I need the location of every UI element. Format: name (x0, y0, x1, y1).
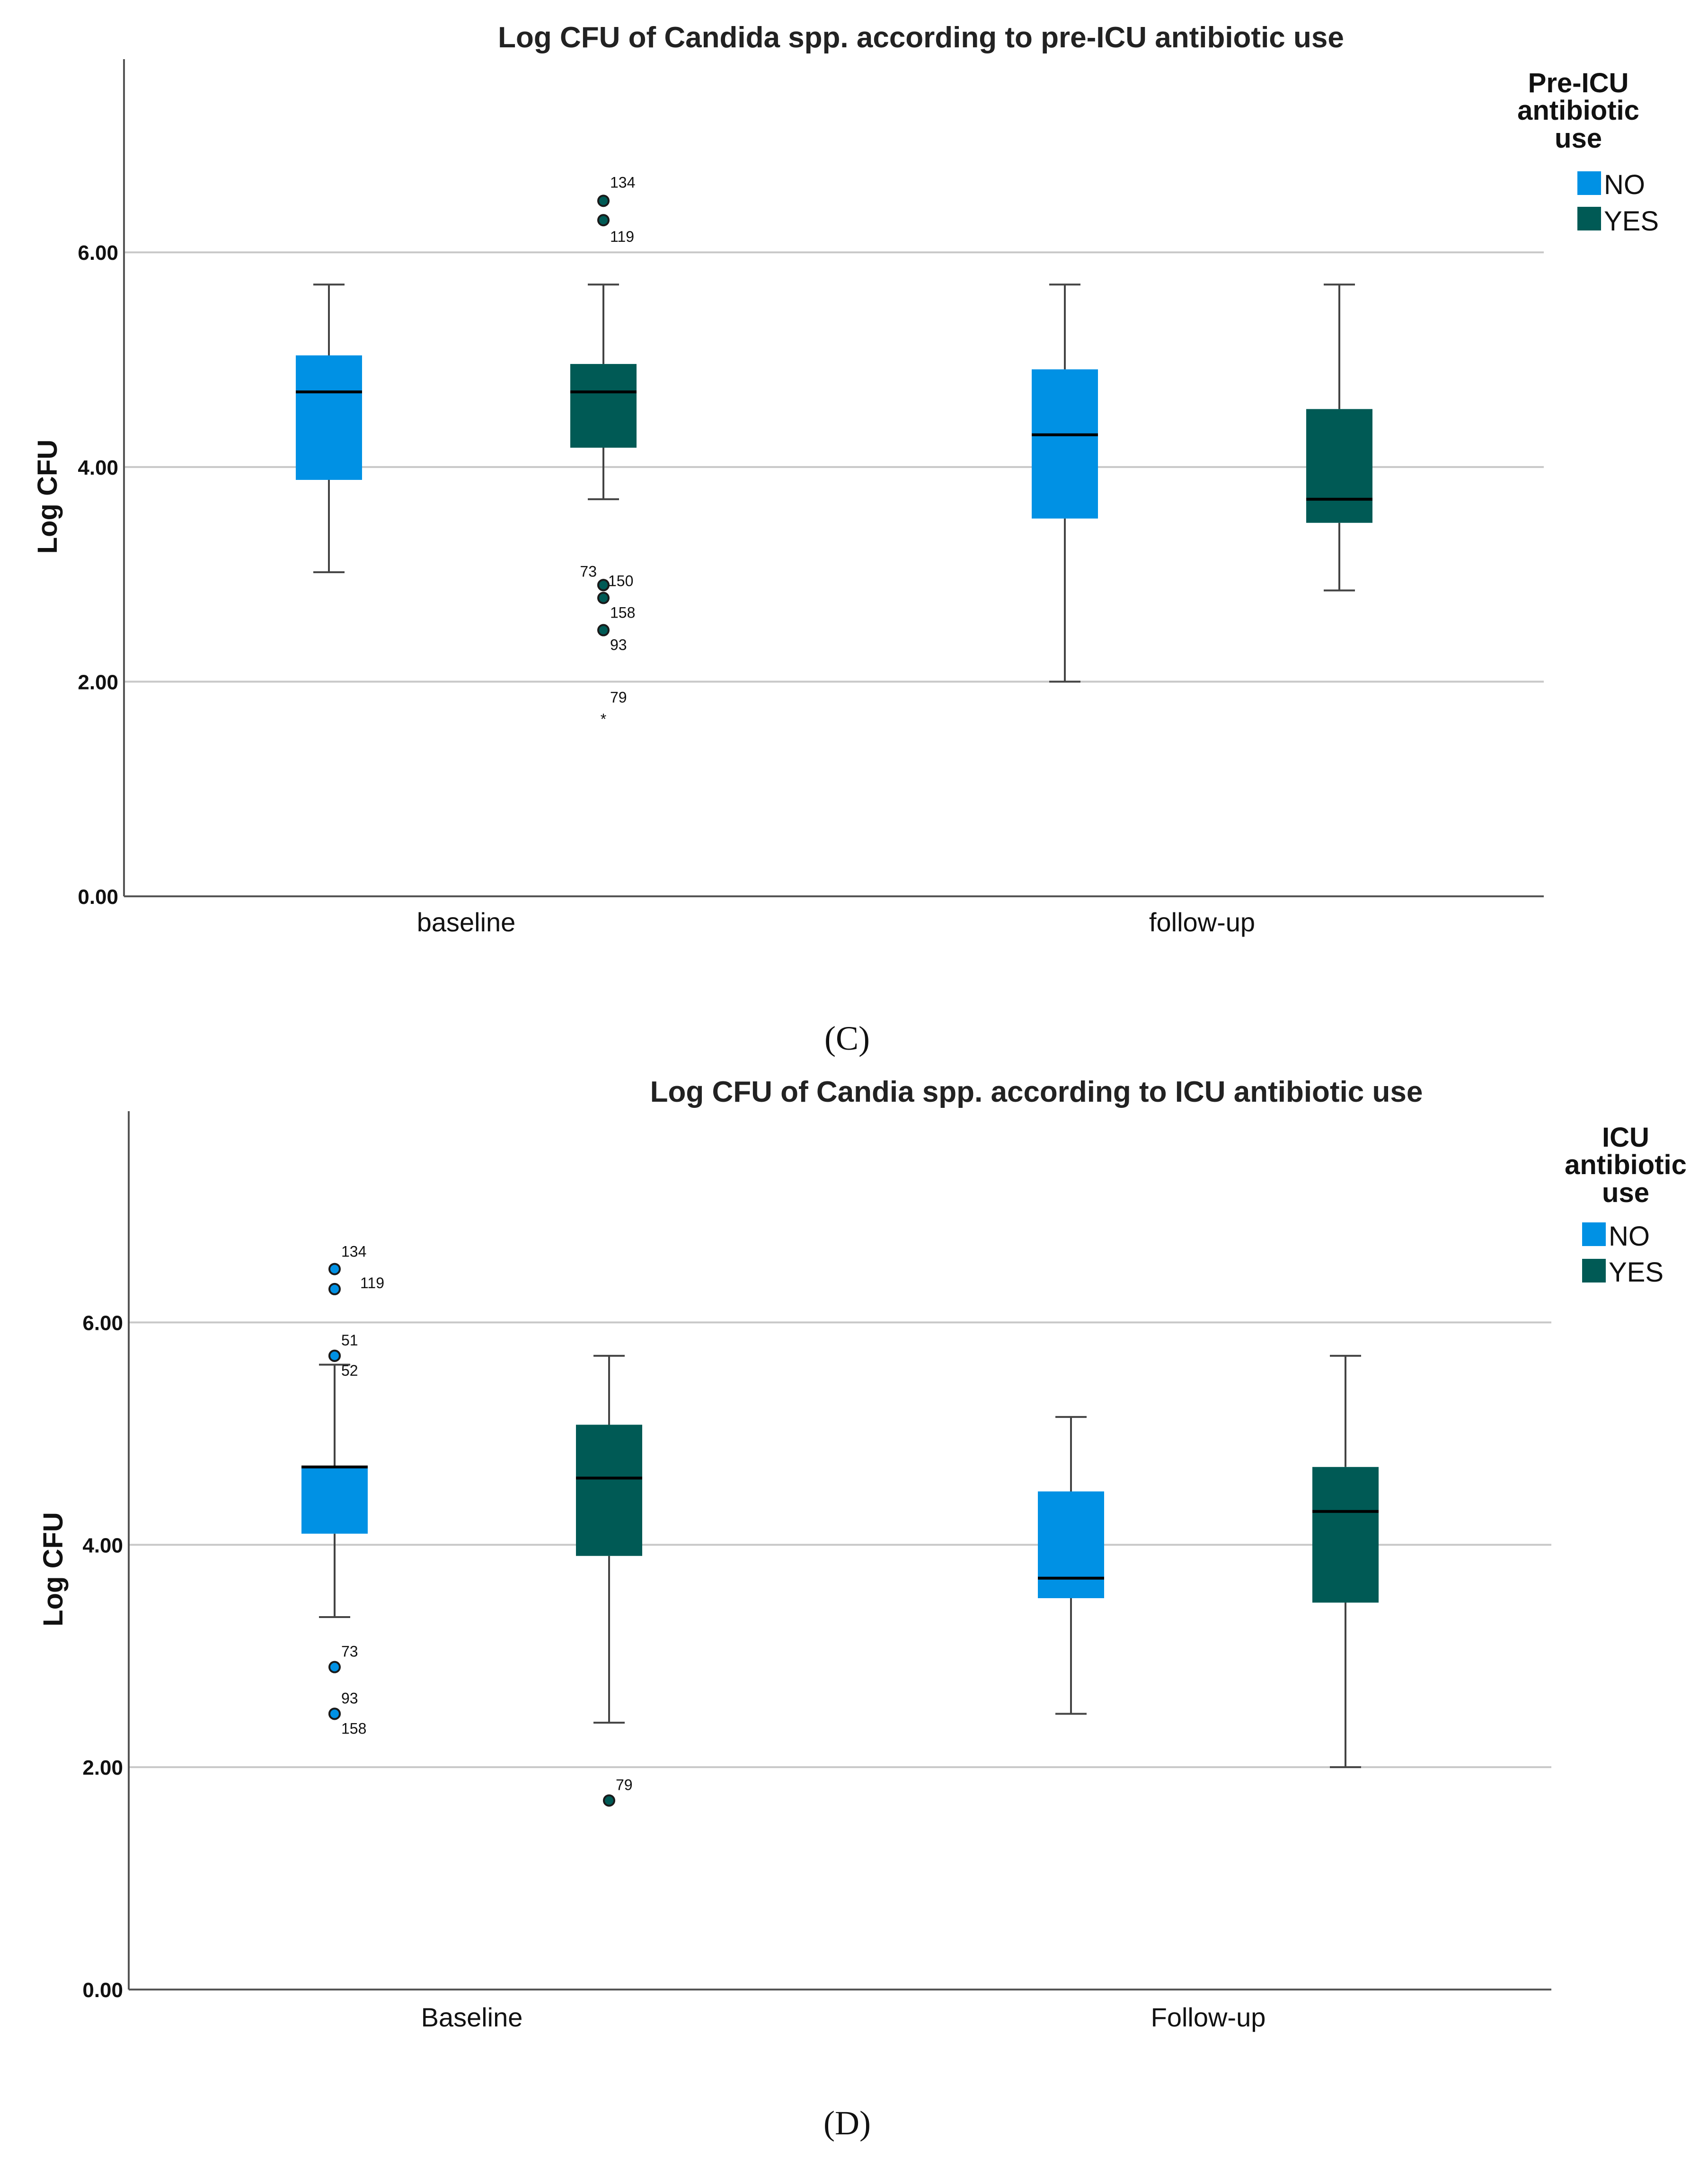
box-no-follow-up (1038, 1416, 1104, 1715)
legend-title: antibiotic (1565, 1150, 1687, 1180)
outlier-point (328, 1283, 341, 1295)
y-tick-label: 0.00 (78, 885, 118, 909)
x-tick-label: follow-up (1149, 907, 1255, 937)
legend-title: Pre-ICU (1528, 68, 1629, 98)
y-tick-label: 4.00 (82, 1534, 123, 1557)
outlier-label: 79 (610, 689, 627, 706)
y-axis-label: Log CFU (32, 440, 63, 554)
outlier-label: 134 (341, 1243, 366, 1260)
outlier-label: 52 (341, 1362, 358, 1379)
legend-swatch-no (1582, 1222, 1606, 1246)
legend-title: ICU (1602, 1122, 1649, 1153)
chart-panel-c: Log CFU of Candida spp. according to pre… (32, 21, 1659, 1057)
legend-item-no: NO (1604, 169, 1645, 200)
outlier-point (597, 579, 610, 592)
iqr-box (301, 1467, 368, 1534)
iqr-box (576, 1424, 642, 1556)
outlier-point (328, 1263, 341, 1275)
chart-panel-d: Log CFU of Candia spp. according to ICU … (38, 1076, 1687, 2142)
legend-swatch-no (1577, 171, 1601, 195)
outlier-label: 119 (610, 228, 634, 245)
legend-item-no: NO (1609, 1221, 1650, 1252)
iqr-box (1038, 1491, 1104, 1599)
outlier-label: 51 (341, 1332, 358, 1349)
outlier-label: 73 (341, 1643, 358, 1660)
y-axis-label: Log CFU (38, 1512, 69, 1627)
chart-title: Log CFU of Candia spp. according to ICU … (650, 1076, 1423, 1108)
outlier-point (603, 1794, 615, 1807)
iqr-box (570, 364, 637, 448)
outlier-point (597, 214, 610, 227)
box-no-baseline: 134 119 51 52 73 93 158 (301, 1243, 384, 1737)
outlier-label: 150 (608, 572, 633, 589)
box-no-follow-up (1032, 283, 1098, 683)
y-tick-label: 2.00 (82, 1756, 123, 1779)
box-yes-baseline: 79 (576, 1354, 642, 1807)
panel-label: (C) (824, 1019, 870, 1057)
outlier-point (328, 1707, 341, 1720)
box-yes-follow-up (1312, 1354, 1379, 1769)
outlier-label: 79 (616, 1777, 633, 1794)
legend-swatch-yes (1582, 1259, 1606, 1283)
y-tick-label: 0.00 (82, 1979, 123, 2002)
panel-label: (D) (823, 2104, 871, 2142)
outlier-label: 73 (580, 563, 597, 580)
chart-title: Log CFU of Candida spp. according to pre… (498, 21, 1344, 54)
legend-title: use (1602, 1177, 1649, 1208)
legend-title: antibiotic (1517, 95, 1639, 126)
legend-swatch-yes (1577, 207, 1601, 230)
extreme-outlier-marker: * (601, 710, 606, 727)
outlier-label: 134 (610, 174, 635, 191)
outlier-label: 119 (360, 1274, 384, 1291)
legend-title: use (1555, 123, 1602, 154)
legend-item-yes: YES (1609, 1257, 1664, 1288)
outlier-point (328, 1349, 341, 1362)
x-tick-label: baseline (417, 907, 516, 937)
outlier-label: 158 (610, 604, 635, 621)
outlier-label: 93 (341, 1689, 358, 1707)
outlier-point (328, 1661, 341, 1673)
y-tick-label: 4.00 (78, 456, 118, 479)
outlier-label: 158 (341, 1720, 366, 1737)
y-tick-label: 6.00 (78, 241, 118, 265)
iqr-box (1312, 1467, 1379, 1603)
outlier-point (597, 592, 610, 604)
iqr-box (1306, 409, 1372, 523)
legend-item-yes: YES (1604, 206, 1659, 237)
box-yes-baseline: 134 119 73 150 158 93 *79 (570, 174, 637, 727)
y-tick-label: 6.00 (82, 1311, 123, 1335)
box-yes-follow-up (1306, 283, 1372, 592)
x-tick-label: Baseline (421, 2002, 523, 2032)
iqr-box (296, 355, 362, 480)
y-tick-label: 2.00 (78, 671, 118, 694)
iqr-box (1032, 369, 1098, 519)
outlier-point (597, 195, 610, 207)
outlier-point (597, 624, 610, 637)
x-tick-label: Follow-up (1151, 2002, 1266, 2032)
outlier-label: 93 (610, 637, 627, 654)
box-no-baseline (296, 283, 362, 574)
